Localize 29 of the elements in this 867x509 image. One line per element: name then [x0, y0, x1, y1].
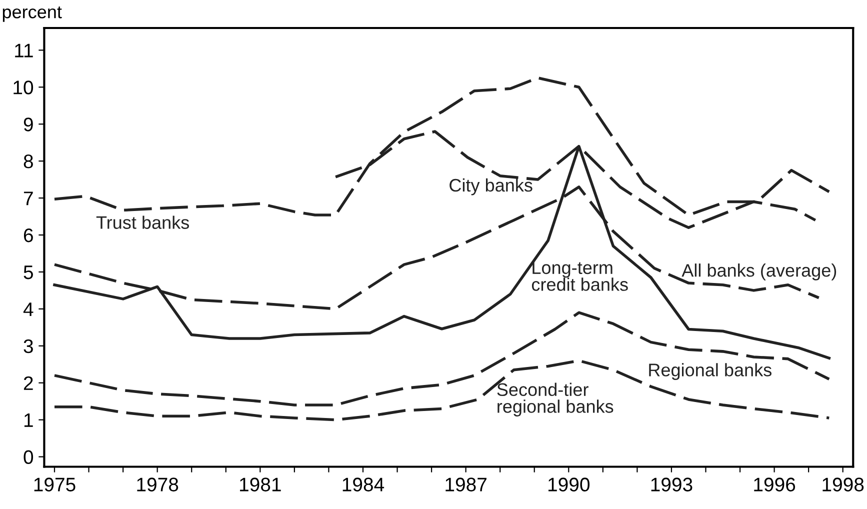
y-tick-label: 1: [24, 413, 33, 427]
y-tick-label: 7: [24, 192, 33, 206]
y-tick-label: 10: [14, 80, 34, 94]
y-tick-label: 3: [24, 339, 33, 354]
x-tick-label: 1996: [754, 478, 796, 492]
y-tick-label: 5: [24, 266, 33, 280]
x-tick-label: 1990: [548, 478, 590, 492]
y-tick-label: 8: [24, 154, 33, 168]
y-axis-title: percent: [2, 6, 62, 22]
x-tick-label: 1978: [137, 478, 178, 492]
y-tick-label: 2: [24, 376, 33, 390]
series-label: All banks (average): [682, 264, 836, 280]
y-tick-label: 9: [24, 118, 33, 132]
series-label: City banks: [450, 178, 532, 196]
x-tick-label: 1984: [342, 478, 384, 492]
series-label: Trust banks: [96, 216, 189, 229]
series-label: Long-term credit banks: [532, 261, 628, 291]
x-tick-label: 1981: [240, 478, 281, 492]
x-tick-label: 1975: [34, 478, 76, 492]
y-tick-label: 0: [24, 450, 34, 464]
y-tick-label: 11: [15, 44, 33, 58]
x-tick-label: 1993: [651, 478, 692, 492]
x-tick-label: 1987: [446, 478, 486, 492]
line-series: [53, 359, 831, 422]
series-label: Regional banks: [649, 363, 772, 380]
series-label: Second-tier regional banks: [497, 382, 614, 416]
y-tick-label: 6: [24, 228, 33, 242]
x-tick-label: 1998: [822, 478, 864, 492]
y-tick-label: 4: [23, 302, 34, 316]
